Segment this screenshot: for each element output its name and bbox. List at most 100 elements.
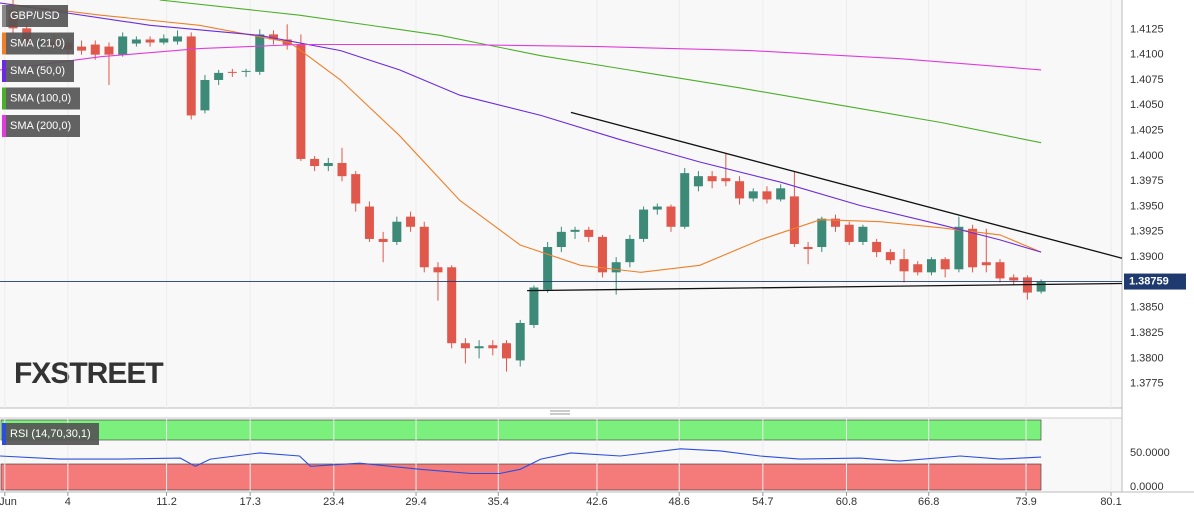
candle-body bbox=[145, 39, 155, 43]
panel-resize-handle[interactable] bbox=[550, 410, 570, 415]
candle-body bbox=[831, 218, 841, 227]
candle bbox=[844, 221, 854, 246]
x-tick-label: Jun bbox=[0, 496, 17, 508]
candle-body bbox=[529, 287, 539, 325]
candle bbox=[392, 216, 402, 246]
candle bbox=[597, 234, 607, 278]
candle-body bbox=[817, 218, 827, 248]
candle-body bbox=[241, 70, 251, 72]
candle-body bbox=[926, 259, 936, 273]
marks-layer bbox=[0, 0, 1123, 475]
main-plot-background bbox=[0, 0, 1122, 408]
candle-body bbox=[515, 322, 525, 361]
legend-item: SMA (21,0) bbox=[2, 32, 74, 55]
candle bbox=[529, 285, 539, 329]
candle bbox=[721, 153, 731, 187]
candle bbox=[104, 42, 114, 86]
legend-swatch bbox=[2, 5, 6, 27]
y-tick-label: 1.3925 bbox=[1130, 226, 1164, 238]
candle-body bbox=[899, 259, 909, 272]
candle bbox=[447, 265, 457, 349]
candle bbox=[803, 241, 813, 265]
x-tick-label: 73.9 bbox=[1015, 496, 1036, 508]
candle-body bbox=[351, 174, 361, 204]
candle-body bbox=[406, 216, 416, 227]
candle bbox=[776, 184, 786, 202]
candle-body bbox=[268, 34, 278, 40]
candle-body bbox=[104, 46, 114, 55]
candle bbox=[90, 40, 100, 60]
candle bbox=[748, 188, 758, 202]
x-tick-label: 23.4 bbox=[323, 496, 344, 508]
candle bbox=[214, 69, 224, 86]
candle bbox=[186, 32, 196, 120]
candle-body bbox=[803, 247, 813, 250]
y-tick-label: 1.4100 bbox=[1130, 49, 1164, 61]
candle-body bbox=[981, 262, 991, 266]
candle bbox=[543, 241, 553, 293]
y-tick-label: 1.3825 bbox=[1130, 327, 1164, 339]
candle-body bbox=[995, 262, 1005, 279]
candle bbox=[872, 238, 882, 258]
candle bbox=[817, 216, 827, 253]
candle-body bbox=[392, 221, 402, 242]
candle-body bbox=[625, 238, 635, 263]
candle-body bbox=[502, 343, 512, 359]
labels-layer: 1.37751.38001.38251.38501.38751.39001.39… bbox=[0, 5, 1186, 508]
candle-body bbox=[872, 241, 882, 253]
line-series bbox=[0, 2, 1042, 253]
candle bbox=[831, 214, 841, 232]
candle bbox=[584, 226, 594, 242]
candle bbox=[515, 319, 525, 367]
legend-item: SMA (50,0) bbox=[2, 60, 74, 82]
candle-body bbox=[310, 158, 320, 167]
candle bbox=[995, 259, 1005, 283]
y-tick-label: 1.3800 bbox=[1130, 352, 1164, 364]
candle bbox=[241, 68, 251, 77]
candle-body bbox=[968, 228, 978, 268]
candle-body bbox=[776, 188, 786, 200]
line-series bbox=[159, 0, 1042, 144]
candle-body bbox=[255, 34, 265, 72]
candle bbox=[940, 257, 950, 278]
line-series bbox=[570, 111, 1123, 259]
x-tick-label: 48.6 bbox=[669, 496, 690, 508]
candle bbox=[502, 340, 512, 372]
candle-body bbox=[556, 231, 566, 248]
x-tick-label: 42.6 bbox=[586, 496, 607, 508]
candle bbox=[77, 40, 87, 55]
candle-body bbox=[214, 72, 224, 80]
candle bbox=[762, 186, 772, 204]
y-tick-label: 50.0000 bbox=[1130, 447, 1170, 459]
legend-box bbox=[2, 60, 74, 82]
candle bbox=[858, 224, 868, 246]
candle bbox=[378, 231, 388, 263]
candle bbox=[337, 147, 347, 182]
candle-body bbox=[543, 247, 553, 290]
legend-label: RSI (14,70,30,1) bbox=[10, 428, 91, 440]
legend-box bbox=[2, 423, 99, 445]
last-price-box bbox=[1124, 273, 1186, 290]
candle-body bbox=[323, 162, 333, 167]
candle bbox=[296, 34, 306, 161]
line-series bbox=[0, 2, 1042, 273]
candle bbox=[652, 203, 662, 215]
candle bbox=[227, 68, 237, 77]
line-series bbox=[0, 448, 1042, 475]
y-tick-label: 1.4125 bbox=[1130, 23, 1164, 35]
candle-body bbox=[762, 191, 772, 200]
line-series bbox=[527, 282, 1123, 292]
legend-box bbox=[2, 32, 74, 55]
x-tick-label: 17.3 bbox=[239, 496, 260, 508]
candle-body bbox=[131, 39, 141, 44]
legend-label: SMA (100,0) bbox=[10, 92, 71, 104]
x-tick-label: 4 bbox=[65, 496, 71, 508]
candle bbox=[639, 206, 649, 242]
candle-body bbox=[378, 238, 388, 242]
legend-label: SMA (21,0) bbox=[10, 37, 65, 49]
candle-body bbox=[118, 36, 128, 55]
candle-body bbox=[1036, 281, 1046, 292]
candle-body bbox=[844, 224, 854, 242]
candle-body bbox=[460, 343, 470, 349]
